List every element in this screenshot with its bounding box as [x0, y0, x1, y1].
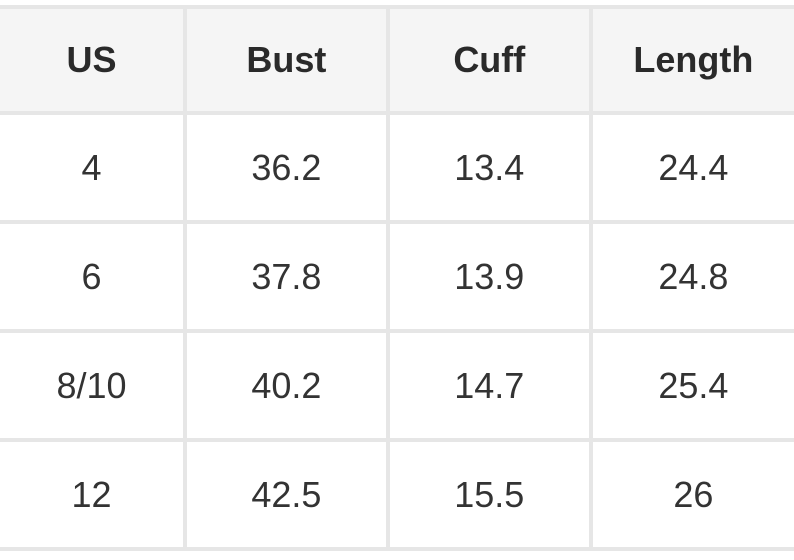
size-chart-table: US Bust Cuff Length 4 36.2 13.4 24.4 6 3…: [0, 5, 794, 551]
cell-length: 24.4: [588, 111, 794, 224]
cell-us: 8/10: [0, 329, 187, 442]
cell-cuff: 15.5: [385, 438, 593, 551]
cell-us: 6: [0, 220, 187, 333]
table-row: 6 37.8 13.9 24.8: [0, 220, 794, 333]
cell-length: 24.8: [588, 220, 794, 333]
cell-length: 26: [588, 438, 794, 551]
header-us: US: [0, 5, 187, 115]
header-bust: Bust: [182, 5, 390, 115]
cell-cuff: 13.9: [385, 220, 593, 333]
cell-bust: 40.2: [182, 329, 390, 442]
cell-cuff: 13.4: [385, 111, 593, 224]
table-row: 8/10 40.2 14.7 25.4: [0, 329, 794, 442]
table-row: 4 36.2 13.4 24.4: [0, 111, 794, 224]
cell-bust: 36.2: [182, 111, 390, 224]
header-length: Length: [588, 5, 794, 115]
cell-bust: 37.8: [182, 220, 390, 333]
cell-cuff: 14.7: [385, 329, 593, 442]
cell-us: 12: [0, 438, 187, 551]
cell-bust: 42.5: [182, 438, 390, 551]
table-row: 12 42.5 15.5 26: [0, 438, 794, 551]
header-row: US Bust Cuff Length: [0, 5, 794, 115]
cell-us: 4: [0, 111, 187, 224]
cell-length: 25.4: [588, 329, 794, 442]
header-cuff: Cuff: [385, 5, 593, 115]
